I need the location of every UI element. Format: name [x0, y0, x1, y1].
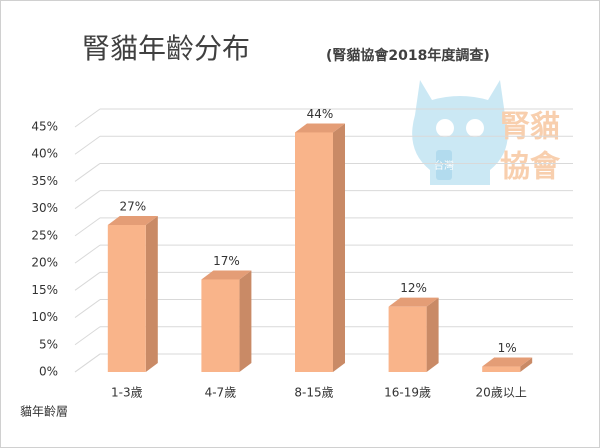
- bar-top: [388, 297, 439, 307]
- grid-line-side: [74, 353, 101, 373]
- bar: [482, 366, 521, 372]
- logo: 腎貓 協會 台灣: [412, 80, 561, 185]
- y-tick-label: 15%: [31, 283, 58, 297]
- grid-line-side: [74, 190, 101, 210]
- bar-side: [145, 216, 158, 372]
- bar: [388, 306, 427, 372]
- grid-line-side: [74, 217, 101, 237]
- x-tick-label: 8-15歲: [294, 386, 333, 400]
- y-tick-label: 35%: [31, 174, 58, 188]
- logo-eye: [436, 119, 454, 137]
- value-label: 17%: [213, 254, 240, 268]
- x-tick-label: 20歲以上: [476, 386, 527, 400]
- bar-top: [295, 123, 345, 133]
- y-tick-label: 10%: [31, 310, 58, 324]
- chart-title: 腎貓年齡分布: [82, 32, 250, 65]
- bar-top: [107, 216, 158, 225]
- y-tick-label: 5%: [39, 337, 58, 351]
- logo-badge-bg: [436, 150, 452, 180]
- x-tick-label: 4-7歲: [205, 386, 237, 400]
- grid-line-side: [74, 244, 101, 264]
- y-tick-label: 20%: [31, 256, 58, 270]
- bar: [107, 225, 146, 372]
- y-tick-label: 45%: [31, 120, 58, 134]
- grid-line-side: [74, 299, 101, 318]
- bar: [201, 279, 240, 372]
- value-label: 27%: [119, 200, 146, 214]
- value-label: 44%: [307, 107, 334, 121]
- bar-side: [426, 297, 439, 372]
- y-tick-label: 25%: [31, 228, 58, 242]
- grid-line-side: [74, 135, 101, 155]
- logo-text: 腎貓: [500, 110, 560, 145]
- x-tick-label: 16-19歲: [384, 386, 431, 400]
- logo-eye: [466, 119, 484, 137]
- logo-text: 協會: [500, 150, 561, 185]
- value-label: 12%: [400, 281, 427, 295]
- x-axis-label: 貓年齡層: [20, 405, 68, 419]
- x-tick-label: 1-3歲: [111, 386, 143, 400]
- value-label: 1%: [498, 341, 517, 355]
- grid-line-side: [74, 326, 101, 346]
- y-tick-label: 30%: [31, 201, 58, 215]
- bar-top: [482, 357, 533, 367]
- bar: [295, 132, 333, 372]
- bar-side: [520, 357, 533, 372]
- grid-line-side: [74, 108, 101, 128]
- bar-side: [333, 123, 345, 372]
- y-tick-label: 0%: [39, 365, 58, 379]
- chart-subtitle: (腎貓協會2018年度調查): [326, 47, 490, 64]
- bar-side: [239, 270, 252, 372]
- grid-line-side: [74, 271, 101, 291]
- bar-top: [201, 270, 252, 280]
- y-tick-label: 40%: [31, 147, 58, 161]
- grid-line-side: [74, 163, 101, 182]
- logo-badge: 台灣: [434, 159, 454, 172]
